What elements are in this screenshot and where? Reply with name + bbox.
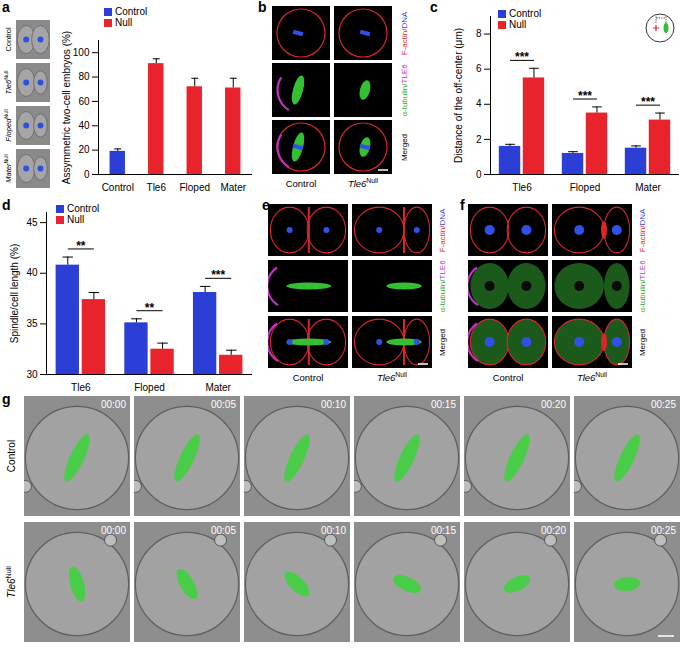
html-text:Null: Null <box>509 19 527 30</box>
html-text:F-actin/: F-actin/ <box>399 28 409 55</box>
html-text:Control: Control <box>67 203 100 214</box>
svg-text:00:25: 00:25 <box>651 399 676 410</box>
html-text:Control: Control <box>285 178 317 189</box>
svg-text:00:15: 00:15 <box>431 399 456 410</box>
html-text:Tle6Null: Tle6Null <box>576 370 608 383</box>
html-text:TLE6: TLE6 <box>437 259 447 279</box>
html-text:Control: Control <box>492 372 524 383</box>
html-text:e: e <box>262 197 270 213</box>
svg-text:00:10: 00:10 <box>321 399 346 410</box>
html-text:a: a <box>2 0 10 15</box>
svg-text:Distance of the off-center (μm: Distance of the off-center (μm) <box>453 28 464 163</box>
html-text:Tle6: Tle6 <box>6 578 17 598</box>
svg-text:60: 60 <box>78 96 90 107</box>
html-text:Null: Null <box>2 154 8 164</box>
svg-text:***: *** <box>641 95 655 109</box>
svg-text:**: ** <box>76 239 86 253</box>
svg-text:**: ** <box>145 301 155 315</box>
svg-text:Mater: Mater <box>205 382 231 393</box>
svg-text:00:00: 00:00 <box>101 525 126 536</box>
svg-text:8: 8 <box>476 28 482 39</box>
svg-text:Floped: Floped <box>134 382 165 393</box>
svg-text:80: 80 <box>78 71 90 82</box>
html-text:Control: Control <box>509 8 542 19</box>
html-text:f: f <box>460 197 465 213</box>
svg-text:***: *** <box>578 89 592 103</box>
html-text:α-tubulin/: α-tubulin/ <box>637 279 647 313</box>
svg-text:Mater: Mater <box>635 182 661 193</box>
html-text:c: c <box>430 0 438 15</box>
html-text:DNA: DNA <box>637 208 647 226</box>
html-text:Control: Control <box>3 27 13 52</box>
svg-text:6: 6 <box>476 63 482 74</box>
svg-text:4: 4 <box>476 98 482 109</box>
svg-text:35: 35 <box>26 318 38 329</box>
svg-text:30: 30 <box>26 369 38 380</box>
svg-text:00:05: 00:05 <box>211 399 236 410</box>
html-text:α-tubulin/: α-tubulin/ <box>399 83 409 117</box>
svg-text:Spindle/cell length (%): Spindle/cell length (%) <box>9 244 20 344</box>
svg-text:00:15: 00:15 <box>431 525 456 536</box>
svg-text:20: 20 <box>78 144 90 155</box>
svg-text:00:25: 00:25 <box>651 525 676 536</box>
svg-text:00:10: 00:10 <box>321 525 346 536</box>
svg-text:00:20: 00:20 <box>541 525 566 536</box>
html-text:Null: Null <box>2 70 8 80</box>
svg-text:Tle6: Tle6 <box>512 182 532 193</box>
html-text:TLE6: TLE6 <box>637 259 647 279</box>
svg-text:00:20: 00:20 <box>541 399 566 410</box>
html-text:Control: Control <box>115 6 148 17</box>
svg-text:***: *** <box>211 268 225 282</box>
html-text:Null: Null <box>2 109 8 119</box>
html-text:Tle6: Tle6 <box>3 79 13 95</box>
svg-text:40: 40 <box>26 267 38 278</box>
svg-text:0: 0 <box>84 169 90 180</box>
svg-text:Floped: Floped <box>179 182 210 193</box>
svg-text:40: 40 <box>78 120 90 131</box>
html-text:α-tubulin/: α-tubulin/ <box>437 279 447 313</box>
svg-text:00:00: 00:00 <box>101 399 126 410</box>
html-text:Mater: Mater <box>3 163 13 183</box>
html-text:TLE6: TLE6 <box>399 63 409 83</box>
svg-text:Floped: Floped <box>570 182 601 193</box>
html-text:Null: Null <box>115 17 133 28</box>
svg-text:Tle6: Tle6 <box>147 182 167 193</box>
html-text:b: b <box>258 0 267 15</box>
svg-text:Tle6: Tle6 <box>71 382 91 393</box>
html-text:Control: Control <box>6 439 17 473</box>
svg-text:00:05: 00:05 <box>211 525 236 536</box>
html-text:F-actin/: F-actin/ <box>637 225 647 252</box>
html-text:DNA: DNA <box>399 11 409 29</box>
html-text:DNA: DNA <box>437 208 447 226</box>
html-text:Control: Control <box>292 372 324 383</box>
svg-text:2: 2 <box>476 134 482 145</box>
svg-text:0: 0 <box>476 169 482 180</box>
svg-text:Assymmetric two-cell embryos (: Assymmetric two-cell embryos (%) <box>61 31 72 184</box>
svg-text:***: *** <box>515 50 529 64</box>
html-text:Merged: Merged <box>437 328 447 356</box>
html-text:Tle6Null: Tle6Null <box>347 176 379 189</box>
html-text:Null: Null <box>67 214 85 225</box>
svg-text:Mater: Mater <box>220 182 246 193</box>
html-text:F-actin/: F-actin/ <box>437 225 447 252</box>
svg-text:Control: Control <box>102 182 134 193</box>
html-text:g: g <box>2 391 11 407</box>
html-text:d: d <box>2 197 11 213</box>
html-text:Null: Null <box>3 566 13 579</box>
html-text:Merged: Merged <box>399 133 409 161</box>
html-text:Floped: Floped <box>3 118 13 142</box>
html-text:Tle6Null: Tle6Null <box>376 370 408 383</box>
html-text:Merged: Merged <box>637 328 647 356</box>
svg-text:100: 100 <box>73 47 90 58</box>
svg-text:45: 45 <box>26 217 38 228</box>
